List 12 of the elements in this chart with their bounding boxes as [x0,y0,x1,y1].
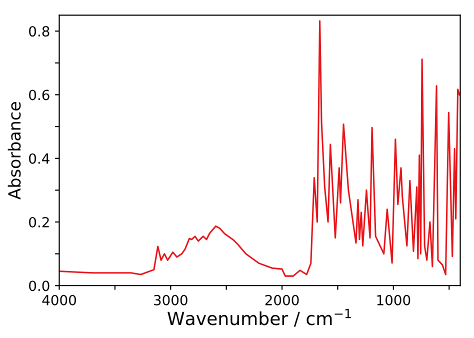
y-axis-title: Absorbance [8,102,21,200]
x-tick-label: 3000 [154,294,188,306]
y-tick-label: 0.4 [29,153,50,164]
x-tick-label: 1000 [377,294,410,306]
x-tick-label: 2000 [265,294,299,306]
y-tick-label: 0.0 [29,280,50,292]
x-tick-label: 4000 [42,294,76,306]
y-tick-label: 0.8 [29,26,50,37]
line-series [59,20,460,277]
y-tick-label: 0.2 [29,216,49,228]
y-tick-label: 0.6 [29,90,50,100]
x-axis-title: Wavenumber / cm$^{−1}$ [168,308,351,327]
